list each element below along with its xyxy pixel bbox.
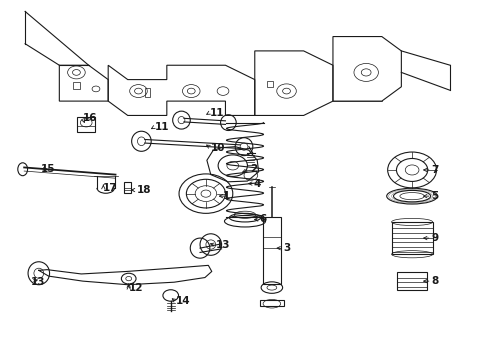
- Bar: [145, 88, 150, 97]
- Text: 11: 11: [155, 122, 169, 132]
- Text: 1: 1: [223, 191, 230, 201]
- Bar: [397, 272, 427, 290]
- Text: 6: 6: [260, 215, 267, 224]
- Text: 16: 16: [83, 113, 98, 123]
- Text: 10: 10: [211, 143, 225, 153]
- Text: 13: 13: [31, 277, 46, 287]
- Text: 7: 7: [432, 165, 439, 175]
- Bar: [77, 117, 95, 132]
- Text: 2: 2: [250, 164, 257, 174]
- Text: 3: 3: [283, 243, 291, 253]
- Text: 14: 14: [175, 296, 190, 306]
- Bar: [267, 81, 273, 87]
- Text: 5: 5: [432, 191, 439, 201]
- Text: 13: 13: [216, 240, 230, 250]
- Text: 4: 4: [254, 179, 261, 189]
- Text: 17: 17: [103, 183, 118, 193]
- Text: 18: 18: [137, 185, 151, 195]
- Bar: [263, 217, 281, 284]
- Bar: [124, 182, 131, 193]
- Bar: [73, 82, 80, 89]
- Text: 15: 15: [41, 164, 55, 174]
- Text: 12: 12: [129, 283, 143, 293]
- Text: 9: 9: [432, 233, 439, 243]
- Text: 11: 11: [210, 108, 224, 118]
- Bar: [392, 222, 433, 254]
- Text: 8: 8: [432, 276, 439, 286]
